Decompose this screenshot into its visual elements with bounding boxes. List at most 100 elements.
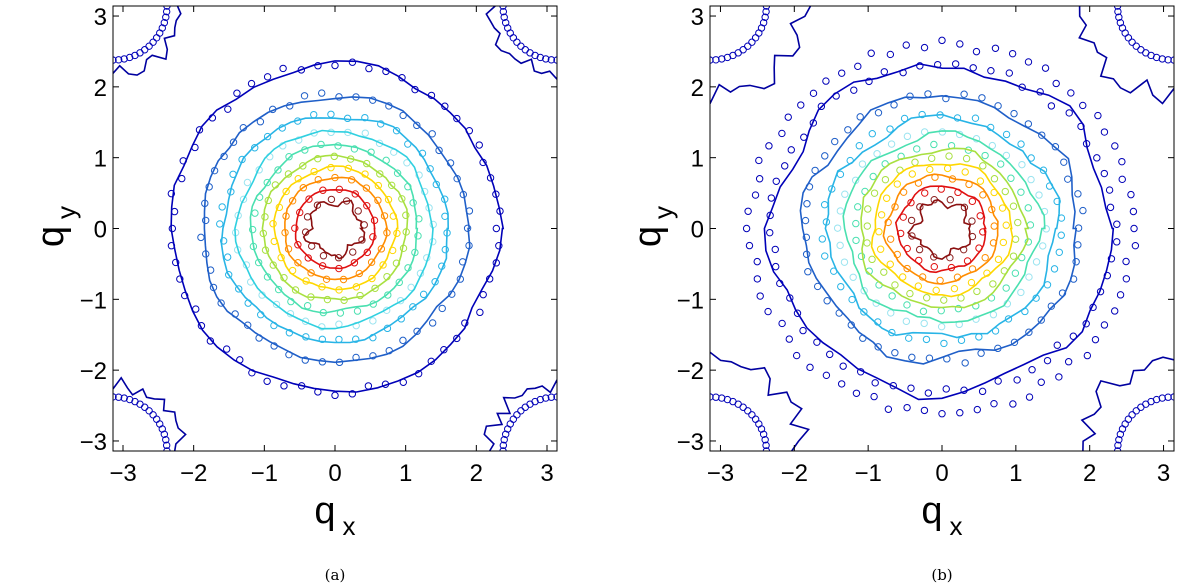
marker-point	[921, 189, 929, 197]
marker-point	[887, 140, 896, 148]
marker-point	[908, 232, 916, 240]
marker-point	[1079, 101, 1087, 110]
marker-point	[755, 175, 764, 183]
corner-marker-point	[162, 436, 170, 444]
marker-point	[299, 184, 308, 192]
marker-point	[870, 392, 878, 401]
marker-point	[942, 385, 950, 393]
marker-point	[906, 289, 914, 298]
marker-point	[799, 326, 807, 335]
marker-point	[823, 297, 831, 305]
marker-point	[1025, 393, 1034, 401]
marker-point	[367, 258, 376, 266]
y-tick-label: 2	[691, 75, 704, 102]
marker-point	[903, 403, 911, 412]
marker-point	[363, 159, 371, 168]
marker-point	[821, 252, 829, 260]
marker-point	[806, 363, 814, 372]
marker-point	[453, 114, 461, 123]
marker-point	[239, 195, 248, 204]
marker-point	[279, 64, 287, 73]
marker-point	[1002, 221, 1010, 229]
corner-marker-point	[509, 34, 518, 42]
marker-point	[305, 195, 313, 203]
marker-point	[978, 387, 987, 396]
marker-point	[1122, 257, 1130, 266]
marker-point	[785, 335, 793, 343]
marker-point	[1035, 191, 1043, 199]
marker-point	[911, 158, 919, 166]
corner-marker-point	[1128, 411, 1136, 419]
marker-point	[387, 181, 396, 190]
marker-point	[868, 255, 876, 264]
corner-marker-point	[114, 56, 123, 64]
corner-marker-point	[748, 38, 756, 46]
marker-point	[1055, 248, 1063, 256]
corner-contour-line	[485, 6, 557, 80]
marker-point	[1007, 174, 1015, 182]
marker-point	[285, 153, 293, 161]
marker-point	[852, 236, 860, 245]
marker-point	[886, 50, 895, 59]
marker-point	[251, 209, 259, 217]
marker-point	[781, 162, 789, 170]
marker-point	[771, 245, 779, 254]
marker-point	[930, 140, 938, 149]
marker-point	[899, 273, 907, 281]
corner-marker-point	[739, 46, 747, 54]
marker-point	[1010, 338, 1019, 346]
corner-marker-point	[114, 393, 123, 401]
marker-point	[818, 235, 827, 243]
marker-point	[248, 225, 257, 234]
marker-point	[304, 254, 312, 262]
marker-point	[930, 262, 938, 271]
marker-point	[1024, 204, 1032, 212]
marker-point	[961, 168, 969, 176]
contour-line	[294, 188, 376, 270]
marker-point	[233, 89, 241, 97]
marker-point	[867, 49, 875, 57]
marker-point	[863, 239, 871, 247]
marker-point	[969, 64, 977, 72]
marker-point	[852, 389, 861, 397]
marker-point	[1002, 284, 1010, 292]
marker-point	[813, 338, 821, 346]
marker-point	[413, 327, 421, 335]
marker-point	[784, 113, 792, 121]
corner-marker-point	[145, 407, 153, 415]
marker-point	[919, 307, 928, 316]
x-tick-label: 0	[328, 460, 341, 487]
marker-point	[837, 282, 845, 291]
y-axis-label: q	[30, 226, 72, 247]
corner-marker-point	[761, 436, 769, 444]
marker-point	[415, 171, 423, 179]
marker-point	[217, 299, 225, 307]
panel-caption: (b)	[931, 566, 952, 584]
marker-point	[377, 245, 386, 253]
marker-point	[742, 224, 751, 233]
marker-point	[331, 61, 339, 70]
marker-point	[1116, 291, 1125, 299]
corner-marker-point	[162, 7, 171, 16]
marker-point	[1037, 378, 1045, 386]
marker-point	[915, 245, 924, 254]
corner-marker-point	[156, 420, 164, 428]
marker-point	[756, 292, 764, 300]
marker-point	[877, 211, 886, 219]
corner-marker-point	[547, 56, 556, 64]
marker-point	[172, 258, 180, 267]
x-tick-label: −3	[109, 460, 136, 487]
contour-line	[203, 96, 471, 364]
marker-point	[369, 352, 377, 360]
marker-point	[223, 253, 232, 261]
marker-point	[990, 175, 999, 183]
marker-point	[841, 190, 849, 198]
marker-point	[852, 219, 860, 228]
marker-point	[294, 259, 302, 267]
marker-point	[1065, 109, 1073, 117]
y-axis-label-sub: y	[51, 206, 81, 219]
marker-point	[1028, 366, 1036, 374]
marker-point	[1118, 157, 1126, 166]
marker-point	[957, 336, 966, 345]
